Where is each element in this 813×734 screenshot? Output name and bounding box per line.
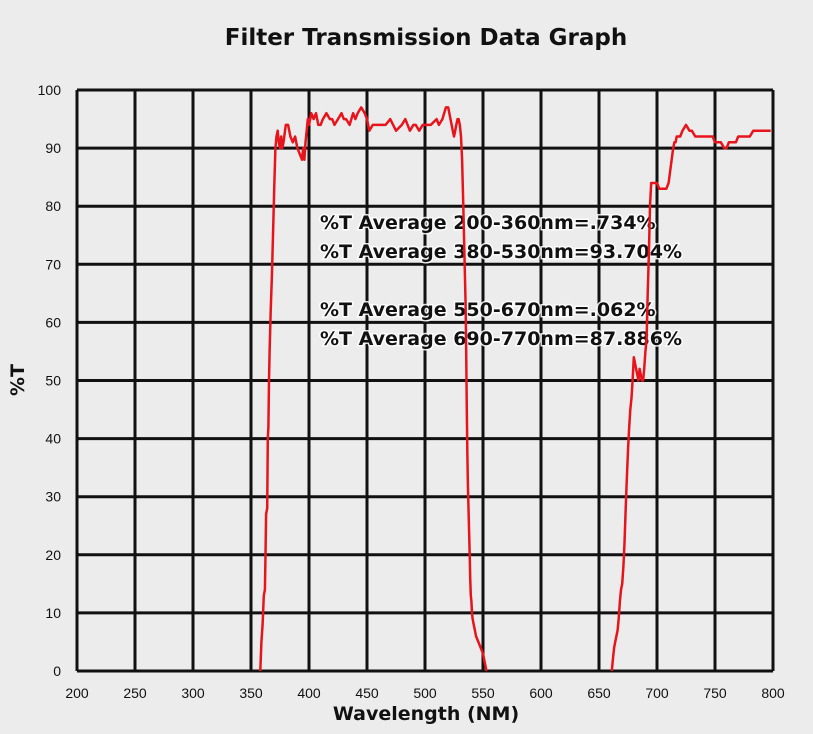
y-tick-label: 100 — [38, 82, 62, 98]
x-tick-label: 350 — [239, 685, 263, 701]
annotation-shadow: %T Average 380-530nm=93.704% — [320, 241, 682, 263]
tick-labels: 200 250 300 350 400 450 500 550 600 650 700 750 800 0… — [38, 82, 785, 701]
grid — [75, 88, 775, 673]
y-tick-label: 40 — [45, 431, 61, 447]
annotation-shadow: %T Average 200-360nm=.734% — [320, 212, 656, 234]
y-tick-label: 30 — [45, 489, 61, 505]
x-tick-label: 450 — [355, 685, 379, 701]
annotations: %T Average 200-360nm=.734%%T Average 200… — [319, 211, 684, 352]
x-tick-label: 500 — [413, 685, 437, 701]
x-tick-label: 800 — [761, 685, 785, 701]
series-lines — [259, 106, 771, 672]
y-tick-label: 10 — [45, 605, 61, 621]
x-tick-label: 600 — [529, 685, 553, 701]
x-tick-label: 200 — [65, 685, 89, 701]
x-tick-label: 400 — [297, 685, 321, 701]
y-tick-label: 80 — [45, 198, 61, 214]
x-tick-label: 250 — [123, 685, 147, 701]
annotation-text: %T Average 690-770nm=87.886% — [320, 328, 682, 350]
annotation-text: %T Average 380-530nm=93.704% — [320, 241, 682, 263]
x-axis-label: Wavelength (NM) — [333, 703, 519, 725]
x-tick-label: 750 — [703, 685, 727, 701]
y-tick-label: 90 — [45, 140, 61, 156]
series-line — [610, 123, 771, 672]
series-line — [259, 106, 488, 672]
x-tick-label: 700 — [645, 685, 669, 701]
annotation-shadow: %T Average 550-670nm=.062% — [320, 299, 656, 321]
annotation-text: %T Average 200-360nm=.734% — [320, 212, 656, 234]
y-tick-label: 0 — [53, 663, 61, 679]
y-axis-label: %T — [7, 364, 29, 396]
y-tick-label: 70 — [45, 256, 61, 272]
y-tick-label: 20 — [45, 547, 61, 563]
x-tick-label: 550 — [471, 685, 495, 701]
x-tick-label: 300 — [181, 685, 205, 701]
y-tick-label: 50 — [45, 373, 61, 389]
annotation-shadow: %T Average 690-770nm=87.886% — [320, 328, 682, 350]
chart-title: Filter Transmission Data Graph — [225, 25, 628, 51]
y-tick-label: 60 — [45, 314, 61, 330]
annotation-text: %T Average 550-670nm=.062% — [320, 299, 656, 321]
x-tick-label: 650 — [587, 685, 611, 701]
